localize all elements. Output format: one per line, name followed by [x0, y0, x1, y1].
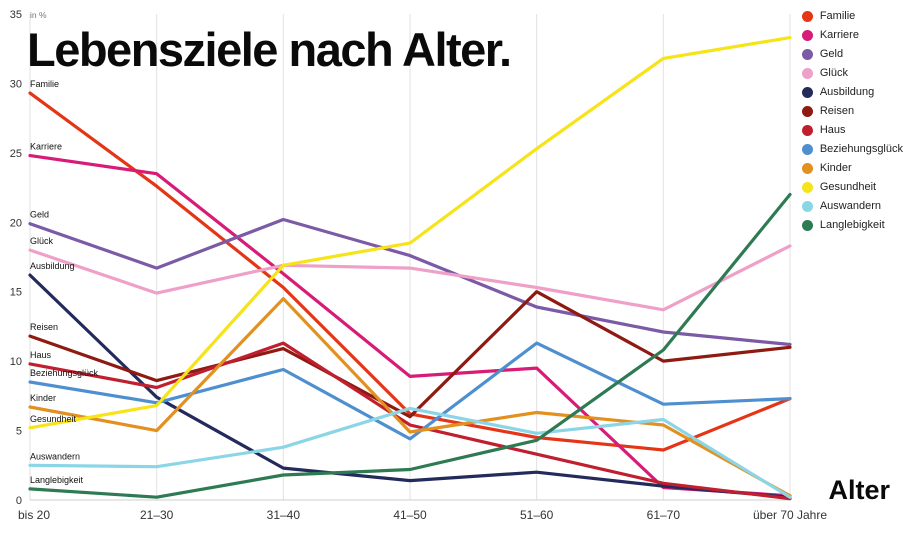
series-start-label: Familie	[30, 79, 59, 89]
series-line-familie	[28, 91, 792, 452]
series-line-auswandern	[28, 406, 792, 499]
legend-label: Geld	[819, 48, 844, 60]
legend-swatch	[801, 48, 813, 60]
legend-label: Auswandern	[819, 200, 881, 212]
legend-item: Karriere	[801, 29, 903, 41]
series-line-ausbildung	[28, 273, 792, 499]
legend-label: Langlebigkeit	[819, 219, 885, 231]
legend-item: Familie	[801, 10, 903, 22]
legend-swatch	[801, 200, 813, 212]
series-start-label: Kinder	[30, 393, 56, 403]
y-tick-label: 5	[16, 426, 22, 438]
series-start-label: Karriere	[30, 142, 62, 152]
legend-label: Beziehungsglück	[819, 143, 903, 155]
legend-swatch	[801, 29, 813, 41]
legend-label: Familie	[819, 10, 856, 22]
legend-item: Haus	[801, 124, 903, 136]
legend-swatch	[801, 10, 813, 22]
x-axis-title: Alter	[828, 475, 890, 505]
series-line-geld	[28, 217, 792, 347]
chart-title: Lebensziele nach Alter.	[27, 23, 512, 76]
y-tick-label: 30	[10, 78, 22, 90]
legend-item: Kinder	[801, 162, 903, 174]
legend-label: Glück	[819, 67, 848, 79]
legend-item: Langlebigkeit	[801, 219, 903, 231]
series-line-reisen	[28, 290, 792, 419]
legend-item: Reisen	[801, 105, 903, 117]
x-tick-label: 51–60	[520, 508, 554, 522]
series-line-gesundheit	[28, 35, 792, 430]
legend: Familie Karriere Geld Glück Ausbildung Reisen…	[801, 10, 903, 231]
x-tick-label: 31–40	[267, 508, 301, 522]
legend-swatch	[801, 219, 813, 231]
series-start-label: Auswandern	[30, 451, 80, 461]
series-line-kinder	[28, 297, 792, 498]
legend-label: Kinder	[819, 162, 852, 174]
legend-label: Haus	[819, 124, 846, 136]
legend-swatch	[801, 143, 813, 155]
series-line-langlebigkeit	[28, 192, 792, 499]
legend-label: Ausbildung	[819, 86, 875, 98]
x-tick-label: 21–30	[140, 508, 174, 522]
legend-swatch	[801, 86, 813, 98]
series-start-label: Reisen	[30, 322, 58, 332]
legend-label: Karriere	[819, 29, 859, 41]
legend-item: Beziehungsglück	[801, 143, 903, 155]
series-start-label: Haus	[30, 350, 52, 360]
series-start-label: Gesundheit	[30, 414, 77, 424]
legend-item: Ausbildung	[801, 86, 903, 98]
y-tick-label: 20	[10, 217, 22, 229]
x-tick-label: 61–70	[647, 508, 681, 522]
legend-item: Gesundheit	[801, 181, 903, 193]
y-tick-label: 10	[10, 356, 22, 368]
legend-swatch	[801, 105, 813, 117]
legend-swatch	[801, 67, 813, 79]
y-tick-label: 0	[16, 495, 22, 507]
legend-item: Geld	[801, 48, 903, 60]
series-start-label: Geld	[30, 210, 49, 220]
x-tick-label: über 70 Jahre	[753, 508, 827, 522]
legend-label: Gesundheit	[819, 181, 877, 193]
legend-item: Auswandern	[801, 200, 903, 212]
y-tick-label: 25	[10, 148, 22, 160]
y-tick-label: 15	[10, 287, 22, 299]
legend-swatch	[801, 162, 813, 174]
series-start-label: Ausbildung	[30, 261, 75, 271]
legend-swatch	[801, 124, 813, 136]
series-line-glück	[28, 244, 792, 312]
x-tick-label: 41–50	[393, 508, 427, 522]
series-start-label: Langlebigkeit	[30, 475, 84, 485]
y-axis-unit: in %	[30, 10, 47, 20]
y-tick-label: 35	[10, 9, 22, 21]
legend-label: Reisen	[819, 105, 855, 117]
legend-swatch	[801, 181, 813, 193]
legend-item: Glück	[801, 67, 903, 79]
x-tick-label: bis 20	[18, 508, 50, 522]
series-start-label: Glück	[30, 236, 54, 246]
series-start-label: Beziehungsglück	[30, 368, 99, 378]
series-line-haus	[28, 341, 792, 501]
series-line-beziehungsglück	[28, 341, 792, 441]
